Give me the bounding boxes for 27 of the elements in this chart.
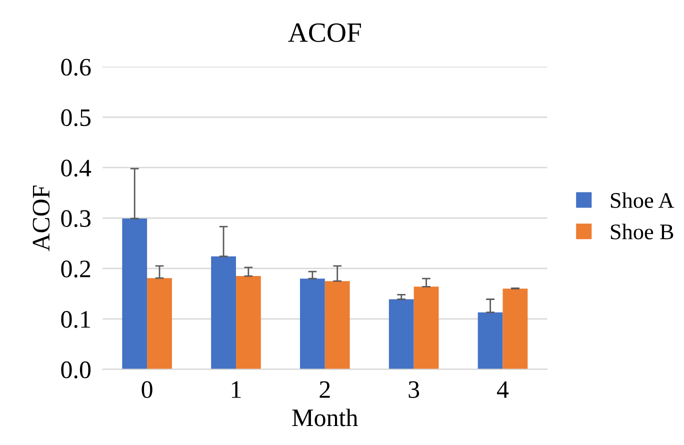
bar: [122, 218, 148, 370]
legend-label: Shoe B: [610, 224, 674, 240]
x-axis-title: Month: [292, 408, 358, 426]
bar: [236, 276, 261, 370]
y-tick-label: 0.3: [61, 210, 91, 228]
x-tick-label: 0: [142, 381, 152, 398]
bar: [147, 278, 172, 370]
bar: [324, 281, 350, 370]
x-tick-label: 1: [232, 381, 241, 398]
bar: [414, 286, 439, 370]
bar: [211, 256, 236, 370]
y-tick-label: 0.0: [61, 361, 91, 378]
chart-title: ACOF: [288, 23, 361, 42]
y-tick-label: 0.5: [61, 109, 91, 126]
x-tick-label: 3: [408, 381, 420, 398]
y-tick-label: 0.4: [61, 160, 92, 177]
bar: [300, 278, 325, 370]
y-tick-label: 0.2: [61, 260, 90, 278]
y-axis-title: ACOF: [32, 186, 50, 252]
x-tick-label: 4: [496, 381, 509, 398]
bar: [502, 288, 528, 370]
x-tick-label: 2: [320, 381, 330, 398]
legend-label: Shoe A: [610, 192, 674, 208]
y-tick-label: 0.6: [61, 58, 91, 76]
bar: [478, 312, 503, 370]
y-tick-label: 0.1: [61, 310, 90, 328]
bar: [388, 299, 414, 370]
